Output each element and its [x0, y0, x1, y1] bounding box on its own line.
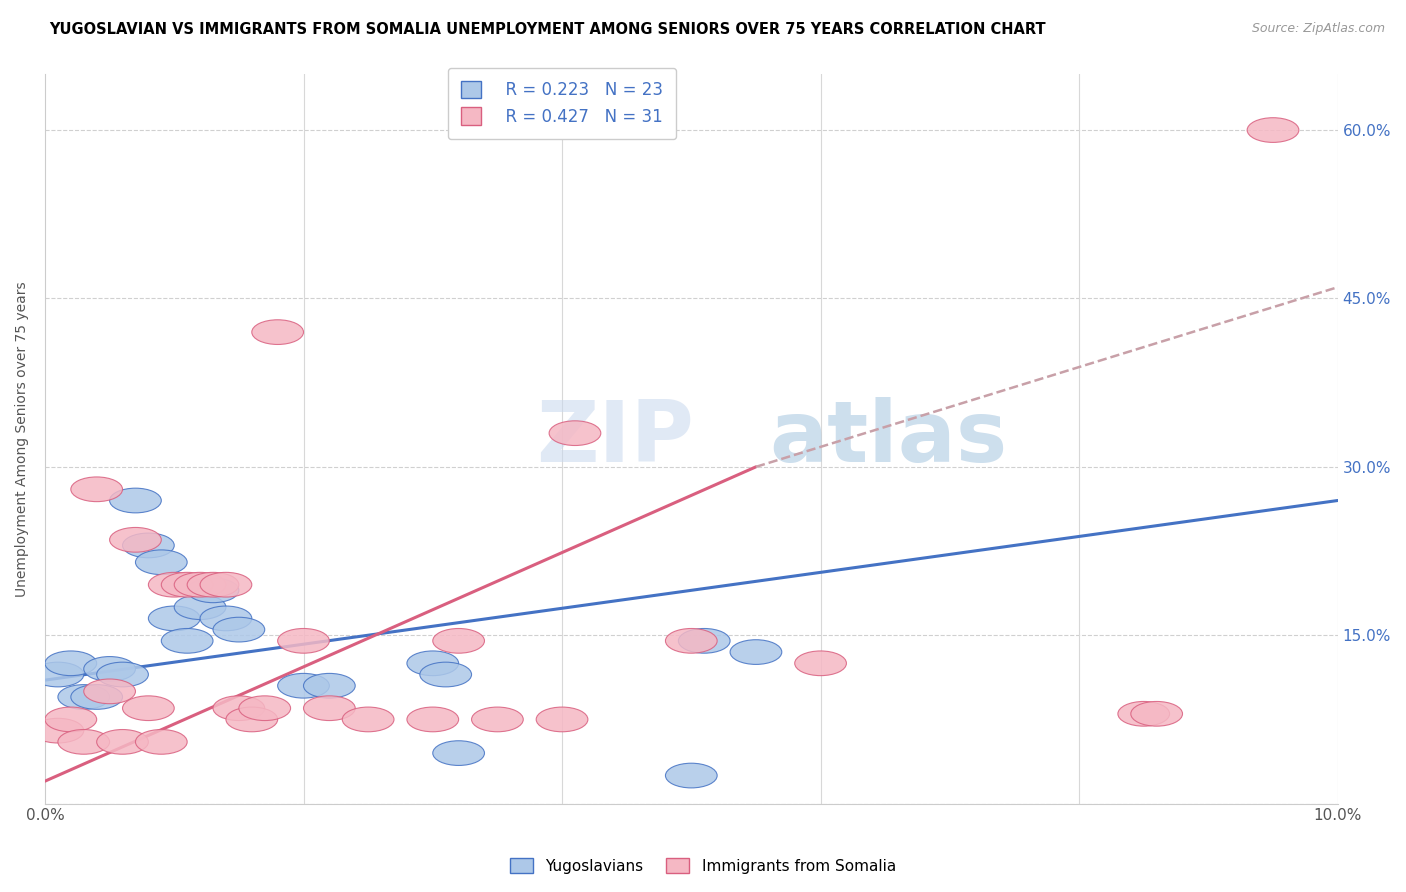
Ellipse shape: [58, 730, 110, 755]
Ellipse shape: [406, 707, 458, 731]
Ellipse shape: [1247, 118, 1299, 143]
Ellipse shape: [214, 617, 264, 642]
Ellipse shape: [149, 573, 200, 597]
Ellipse shape: [97, 730, 149, 755]
Text: Source: ZipAtlas.com: Source: ZipAtlas.com: [1251, 22, 1385, 36]
Ellipse shape: [200, 573, 252, 597]
Ellipse shape: [730, 640, 782, 665]
Ellipse shape: [239, 696, 291, 721]
Ellipse shape: [58, 685, 110, 709]
Ellipse shape: [277, 673, 329, 698]
Ellipse shape: [342, 707, 394, 731]
Ellipse shape: [665, 764, 717, 788]
Ellipse shape: [433, 740, 485, 765]
Ellipse shape: [162, 573, 214, 597]
Ellipse shape: [665, 629, 717, 653]
Ellipse shape: [252, 319, 304, 344]
Ellipse shape: [174, 573, 226, 597]
Text: atlas: atlas: [769, 397, 1007, 480]
Ellipse shape: [678, 629, 730, 653]
Text: YUGOSLAVIAN VS IMMIGRANTS FROM SOMALIA UNEMPLOYMENT AMONG SENIORS OVER 75 YEARS : YUGOSLAVIAN VS IMMIGRANTS FROM SOMALIA U…: [49, 22, 1046, 37]
Ellipse shape: [1130, 701, 1182, 726]
Ellipse shape: [304, 673, 356, 698]
Ellipse shape: [45, 651, 97, 675]
Ellipse shape: [187, 573, 239, 597]
Ellipse shape: [122, 533, 174, 558]
Ellipse shape: [420, 662, 471, 687]
Y-axis label: Unemployment Among Seniors over 75 years: Unemployment Among Seniors over 75 years: [15, 281, 30, 597]
Ellipse shape: [97, 662, 149, 687]
Ellipse shape: [149, 606, 200, 631]
Ellipse shape: [433, 629, 485, 653]
Ellipse shape: [32, 662, 84, 687]
Ellipse shape: [84, 679, 135, 704]
Ellipse shape: [536, 707, 588, 731]
Ellipse shape: [45, 707, 97, 731]
Ellipse shape: [406, 651, 458, 675]
Ellipse shape: [110, 488, 162, 513]
Ellipse shape: [110, 527, 162, 552]
Ellipse shape: [304, 696, 356, 721]
Ellipse shape: [162, 629, 214, 653]
Ellipse shape: [135, 730, 187, 755]
Ellipse shape: [550, 421, 600, 445]
Ellipse shape: [70, 477, 122, 501]
Ellipse shape: [226, 707, 277, 731]
Ellipse shape: [32, 718, 84, 743]
Legend:   R = 0.223   N = 23,   R = 0.427   N = 31: R = 0.223 N = 23, R = 0.427 N = 31: [449, 68, 676, 139]
Ellipse shape: [1118, 701, 1170, 726]
Ellipse shape: [174, 595, 226, 620]
Ellipse shape: [794, 651, 846, 675]
Ellipse shape: [84, 657, 135, 681]
Ellipse shape: [214, 696, 264, 721]
Ellipse shape: [277, 629, 329, 653]
Ellipse shape: [200, 606, 252, 631]
Ellipse shape: [122, 696, 174, 721]
Ellipse shape: [187, 578, 239, 603]
Legend: Yugoslavians, Immigrants from Somalia: Yugoslavians, Immigrants from Somalia: [505, 852, 901, 880]
Ellipse shape: [135, 549, 187, 574]
Ellipse shape: [471, 707, 523, 731]
Ellipse shape: [70, 685, 122, 709]
Text: ZIP: ZIP: [536, 397, 695, 480]
